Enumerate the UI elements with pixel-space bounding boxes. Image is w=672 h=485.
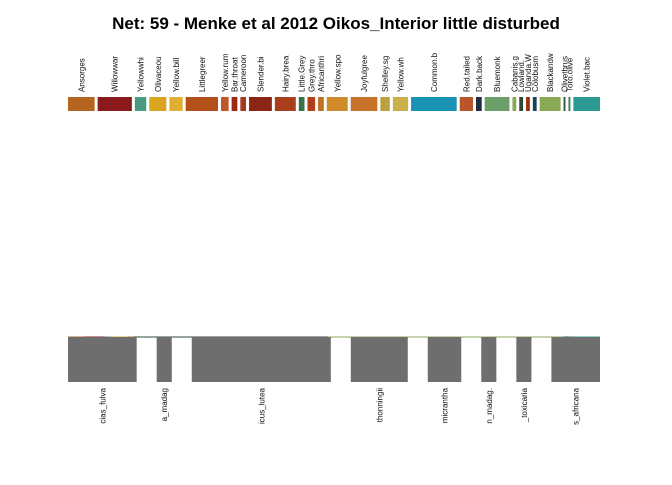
lower-label-a_madag: a_madag bbox=[160, 388, 169, 421]
higher-label-Africanthri: Africanthri bbox=[317, 56, 326, 92]
higher-box-Lowland. bbox=[519, 97, 524, 111]
lower-box-cias_fulva bbox=[68, 337, 137, 382]
higher-label-Bluemonk: Bluemonk bbox=[493, 55, 502, 92]
higher-box-Little.Grey bbox=[298, 97, 305, 111]
higher-box-Grey.thro bbox=[307, 97, 316, 111]
lower-label-micrantha: micrantha bbox=[441, 387, 450, 423]
higher-label-Common.b: Common.b bbox=[430, 52, 439, 92]
higher-box-Common.b bbox=[411, 97, 457, 111]
higher-box-Toro.olive bbox=[568, 97, 571, 111]
lower-box-icus_lutea bbox=[191, 337, 331, 382]
higher-box-Joyfulgree bbox=[350, 97, 378, 111]
higher-label-Yellowwhi: Yellowwhi bbox=[137, 57, 146, 92]
higher-label-Ansorges: Ansorges bbox=[77, 58, 86, 92]
higher-label-Cameroon: Cameroon bbox=[239, 55, 248, 92]
higher-label-Shelley.sg: Shelley.sg bbox=[381, 56, 390, 92]
higher-label-Uganda.W: Uganda.W bbox=[524, 54, 533, 92]
higher-label-Lowland.: Lowland. bbox=[517, 60, 526, 92]
lower-label-icus_lutea: icus_lutea bbox=[257, 387, 266, 424]
lower-label-cias_fulva: cias_fulva bbox=[98, 387, 107, 423]
lower-box-n_madag. bbox=[481, 337, 497, 382]
lower-label-_toxicaria: _toxicaria bbox=[520, 387, 529, 423]
higher-box-Blackandw bbox=[539, 97, 561, 111]
higher-label-Olivethrus: Olivethrus bbox=[561, 56, 570, 92]
lower-box-_toxicaria bbox=[516, 337, 532, 382]
higher-label-Toro.olive: Toro.olive bbox=[565, 57, 574, 92]
labels-layer: Ansorges Willowwar Yellowwhi Olivaceou Yello… bbox=[77, 52, 591, 425]
higher-box-Bluemonk bbox=[484, 97, 510, 111]
higher-box-Slender.bi bbox=[249, 97, 272, 111]
higher-box-Willowwar bbox=[97, 97, 132, 111]
higher-box-Hairy.brea bbox=[274, 97, 296, 111]
higher-box-Uganda.W bbox=[526, 97, 530, 111]
higher-label-Olivaceou: Olivaceou bbox=[154, 56, 163, 92]
higher-box-Yellowwhi bbox=[134, 97, 147, 111]
chart-title: Net: 59 - Menke et al 2012 Oikos_Interio… bbox=[112, 14, 560, 33]
lower-box-s_africana bbox=[551, 337, 600, 382]
higher-box-Shelley.sg bbox=[380, 97, 390, 111]
higher-level-boxes bbox=[68, 97, 600, 111]
higher-label-Yellow.bill: Yellow.bill bbox=[172, 57, 181, 92]
lower-box-a_madag bbox=[156, 337, 172, 382]
lower-label-n_madag.: n_madag. bbox=[485, 388, 494, 424]
higher-label-Hairy.brea: Hairy.brea bbox=[281, 55, 290, 92]
higher-label-Colobusm: Colobusm bbox=[531, 56, 540, 92]
higher-label-Violet.bac: Violet.bac bbox=[583, 57, 592, 92]
higher-box-Ansorges bbox=[68, 97, 95, 111]
higher-label-Cabanis.g: Cabanis.g bbox=[510, 56, 519, 92]
higher-label-Joyfulgree: Joyfulgree bbox=[360, 55, 369, 92]
higher-box-Olivethrus bbox=[563, 97, 566, 111]
higher-box-Yellow.spo bbox=[326, 97, 348, 111]
higher-label-Yellow.wh: Yellow.wh bbox=[396, 57, 405, 92]
lower-label-s_africana: s_africana bbox=[572, 387, 581, 424]
higher-box-Cabanis.g bbox=[512, 97, 517, 111]
higher-label-Yellow.rum: Yellow.rum bbox=[221, 53, 230, 92]
higher-label-Bar.throat: Bar.throat bbox=[230, 57, 239, 92]
higher-box-Africanthri bbox=[318, 97, 324, 111]
higher-box-Olivaceou bbox=[149, 97, 167, 111]
higher-box-Littlegreer bbox=[185, 97, 219, 111]
higher-label-Blackandw: Blackandw bbox=[546, 53, 555, 92]
higher-box-Bar.throat bbox=[231, 97, 238, 111]
higher-label-Little.Grey: Little.Grey bbox=[298, 56, 307, 92]
higher-label-Littlegreer: Littlegreer bbox=[198, 56, 207, 92]
higher-label-Grey.thro: Grey.thro bbox=[307, 59, 316, 92]
higher-box-Yellow.bill bbox=[169, 97, 183, 111]
higher-box-Dark.back bbox=[476, 97, 482, 111]
higher-label-Slender.bi: Slender.bi bbox=[256, 56, 265, 92]
lower-label-thonningii: thonningii bbox=[375, 388, 384, 422]
lower-box-thonningii bbox=[350, 337, 408, 382]
higher-box-Yellow.wh bbox=[392, 97, 409, 111]
higher-box-Red.tailed bbox=[459, 97, 474, 111]
higher-box-Yellow.rum bbox=[221, 97, 229, 111]
higher-box-Cameroon bbox=[240, 97, 247, 111]
higher-label-Yellow.spo: Yellow.spo bbox=[333, 54, 342, 92]
higher-label-Red.tailed: Red.tailed bbox=[462, 56, 471, 92]
higher-box-Violet.bac bbox=[573, 97, 600, 111]
higher-box-Colobusm bbox=[532, 97, 537, 111]
higher-label-Willowwar: Willowwar bbox=[111, 56, 120, 92]
higher-label-Dark.back: Dark.back bbox=[475, 55, 484, 92]
lower-level-boxes bbox=[68, 337, 600, 382]
lower-box-micrantha bbox=[427, 337, 462, 382]
